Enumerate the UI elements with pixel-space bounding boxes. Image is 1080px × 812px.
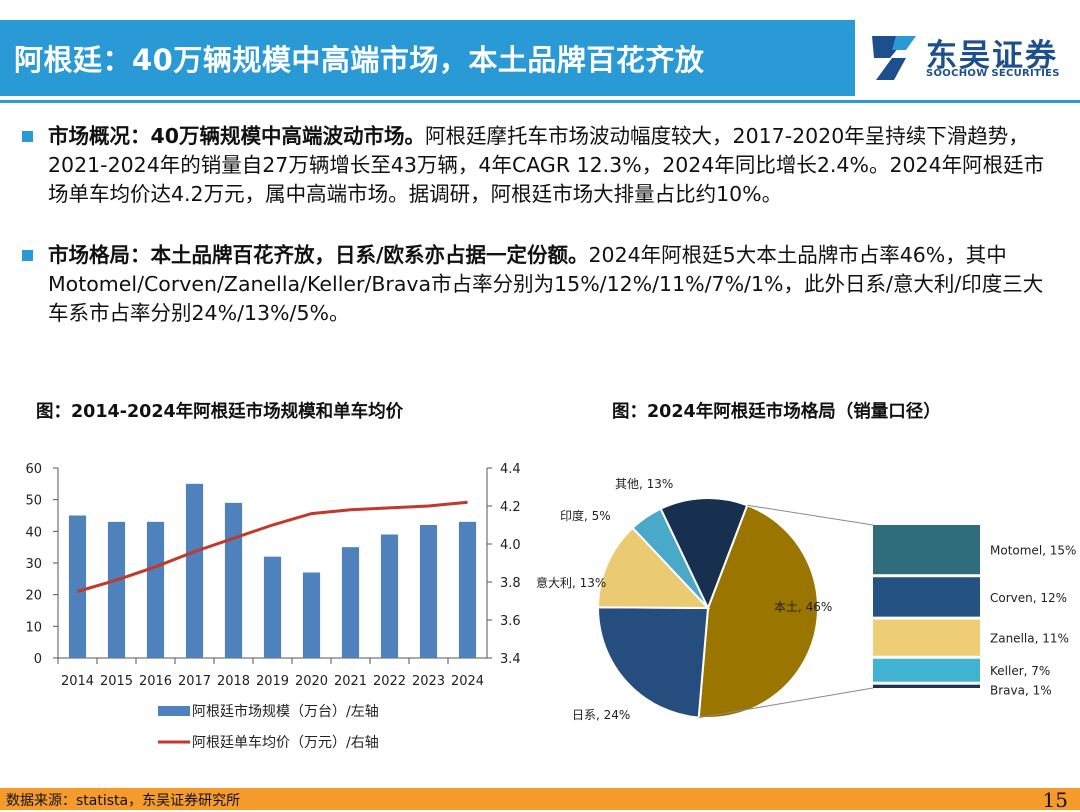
market-share-pie-chart: 本土, 46% 日系, 24% 意大利, 13% 印度, 5% 其他, 13% Motom… xyxy=(536,477,1076,722)
breakdown-label: Keller, 7% xyxy=(990,664,1050,678)
soochow-logo-icon xyxy=(872,36,916,80)
pie-slice xyxy=(659,497,749,611)
pie-slice-label: 印度, 5% xyxy=(560,508,611,523)
y-left-tick-label: 10 xyxy=(25,620,42,635)
legend-label-bar: 阿根廷市场规模（万台）/左轴 xyxy=(192,703,379,720)
bar xyxy=(224,502,243,658)
breakdown-segment xyxy=(873,619,980,656)
breakdown-segment xyxy=(873,577,980,617)
bar xyxy=(68,515,87,658)
bar xyxy=(146,521,165,658)
bar xyxy=(263,556,282,658)
x-tick-label: 2022 xyxy=(373,674,406,689)
connector-top xyxy=(747,504,874,526)
y-left-tick-label: 30 xyxy=(25,557,42,572)
y-left-tick-label: 0 xyxy=(34,652,42,667)
logo: 东吴证券 SOOCHOW SECURITIES xyxy=(866,30,1066,90)
legend-label-line: 阿根廷单车均价（万元）/右轴 xyxy=(192,734,379,751)
y-right-tick-label: 3.8 xyxy=(500,576,520,591)
title-bar: 阿根廷：40万辆规模中高端市场，本土品牌百花齐放 xyxy=(0,20,855,96)
bullet-market-overview: 市场概况：40万辆规模中高端波动市场。阿根廷摩托车市场波动幅度较大，2017-2… xyxy=(22,122,1062,209)
breakdown-segment xyxy=(873,525,980,575)
bullet-lead: 市场概况：40万辆规模中高端波动市场。 xyxy=(48,124,426,148)
source-note: 数据来源：statista，东吴证券研究所 xyxy=(6,793,241,809)
x-tick-label: 2015 xyxy=(100,674,133,689)
bar xyxy=(419,525,438,658)
x-tick-label: 2020 xyxy=(295,674,328,689)
breakdown-segment xyxy=(873,658,980,682)
y-left-tick-label: 60 xyxy=(25,462,42,477)
figure-title-left: 图：2014-2024年阿根廷市场规模和单车均价 xyxy=(36,402,404,422)
logo-text-cn: 东吴证券 xyxy=(926,38,1058,74)
x-tick-label: 2016 xyxy=(139,674,172,689)
price-line xyxy=(77,500,468,593)
y-right-tick-label: 4.0 xyxy=(500,538,520,553)
pie-slice-label: 本土, 46% xyxy=(774,600,832,614)
y-left-tick-label: 50 xyxy=(25,494,42,509)
footer: 数据来源：statista，东吴证券研究所 15 xyxy=(0,788,1080,812)
breakdown-label: Corven, 12% xyxy=(990,591,1067,605)
header-divider xyxy=(0,100,1080,103)
x-tick-label: 2014 xyxy=(61,674,94,689)
x-tick-label: 2018 xyxy=(217,674,250,689)
breakdown-segment xyxy=(873,684,980,688)
x-tick-label: 2023 xyxy=(412,674,445,689)
logo-text-en: SOOCHOW SECURITIES xyxy=(926,68,1060,79)
y-right-tick-label: 3.4 xyxy=(500,652,520,667)
pie-slice-label: 日系, 24% xyxy=(572,708,630,722)
figure-title-right: 图：2024年阿根廷市场格局（销量口径） xyxy=(612,402,941,422)
x-tick-label: 2021 xyxy=(334,674,367,689)
bullet-square-icon xyxy=(22,131,33,142)
bar xyxy=(341,547,360,658)
market-size-combo-chart: 0 10 20 30 40 50 60 3.4 3.6 3.8 4.0 4.2 4.4 2014 2015 2… xyxy=(25,462,520,751)
y-left-tick-label: 20 xyxy=(25,589,42,604)
bar xyxy=(380,534,399,658)
legend-swatch-bar xyxy=(158,706,190,716)
pie-slice xyxy=(697,503,819,719)
bullet-text: 阿根廷摩托车市场波动幅度较大，2017-2020年呈持续下滑趋势，2021-20… xyxy=(48,124,1045,206)
x-tick-label: 2017 xyxy=(178,674,211,689)
x-tick-label: 2024 xyxy=(451,674,484,689)
pie-slice xyxy=(596,526,711,610)
bullet-lead: 市场格局：本土品牌百花齐放，日系/欧系亦占据一定份额。 xyxy=(48,243,589,267)
bullet-market-structure: 市场格局：本土品牌百花齐放，日系/欧系亦占据一定份额。2024年阿根廷5大本土品… xyxy=(22,241,1062,328)
bullet-text: 2024年阿根廷5大本土品牌市占率46%，其中Motomel/Corven/Za… xyxy=(48,243,1044,325)
x-tick-label: 2019 xyxy=(256,674,289,689)
y-right-tick-label: 4.4 xyxy=(500,462,520,477)
y-left-tick-label: 40 xyxy=(25,525,42,540)
pie-slice xyxy=(597,606,710,719)
breakdown-label: Brava, 1% xyxy=(990,684,1052,698)
page-title: 阿根廷：40万辆规模中高端市场，本土品牌百花齐放 xyxy=(14,43,705,77)
bar xyxy=(107,521,126,658)
page-number: 15 xyxy=(1042,788,1068,812)
breakdown-label: Motomel, 15% xyxy=(990,544,1076,558)
bar xyxy=(458,521,477,658)
pie-slice-label: 意大利, 13% xyxy=(536,575,606,590)
bar xyxy=(302,572,321,658)
pie-slice-label: 其他, 13% xyxy=(615,477,673,491)
connector-bottom xyxy=(698,687,874,719)
y-right-tick-label: 4.2 xyxy=(500,500,520,515)
bullet-square-icon xyxy=(22,250,33,261)
breakdown-label: Zanella, 11% xyxy=(990,632,1069,646)
y-right-tick-label: 3.6 xyxy=(500,614,520,629)
bar xyxy=(185,483,204,658)
